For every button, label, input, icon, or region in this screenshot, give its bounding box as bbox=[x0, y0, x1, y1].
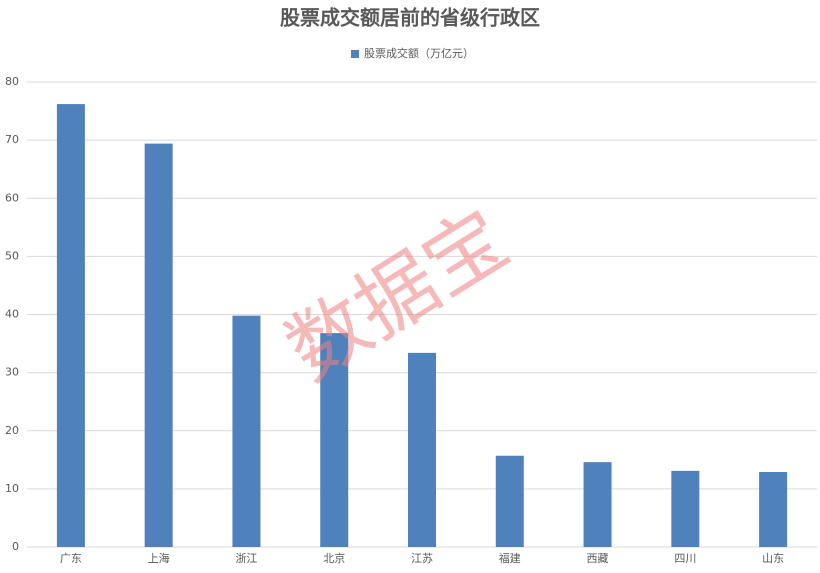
bar bbox=[759, 472, 788, 547]
legend-swatch bbox=[351, 50, 359, 58]
x-tick-label: 四川 bbox=[674, 552, 696, 565]
x-tick-label: 福建 bbox=[499, 551, 521, 565]
legend-label: 股票成交额（万亿元） bbox=[364, 46, 474, 60]
watermark: 数据宝 bbox=[271, 192, 524, 398]
bar bbox=[144, 143, 173, 548]
x-tick-label: 山东 bbox=[762, 552, 784, 565]
y-tick-label: 80 bbox=[5, 75, 19, 88]
x-tick-label: 江苏 bbox=[411, 552, 433, 565]
y-tick-label: 0 bbox=[12, 540, 19, 553]
y-tick-label: 20 bbox=[5, 424, 19, 437]
chart-title: 股票成交额居前的省级行政区 bbox=[280, 6, 540, 30]
bar bbox=[56, 104, 85, 548]
x-tick-label: 北京 bbox=[323, 551, 345, 565]
y-tick-label: 70 bbox=[5, 133, 19, 146]
bar bbox=[495, 455, 524, 547]
y-tick-label: 40 bbox=[5, 308, 19, 321]
bar bbox=[408, 352, 436, 547]
y-tick-label: 50 bbox=[5, 249, 19, 262]
y-tick-label: 60 bbox=[5, 191, 19, 204]
y-tick-label: 10 bbox=[5, 482, 19, 495]
x-tick-label: 广东 bbox=[60, 552, 82, 565]
bar bbox=[583, 462, 612, 547]
x-tick-label: 西藏 bbox=[587, 552, 609, 565]
bar bbox=[671, 470, 700, 547]
bar bbox=[320, 333, 349, 547]
x-tick-label: 浙江 bbox=[235, 552, 257, 565]
x-tick-label: 上海 bbox=[148, 551, 170, 565]
y-tick-label: 30 bbox=[5, 366, 19, 379]
bar bbox=[232, 315, 261, 547]
